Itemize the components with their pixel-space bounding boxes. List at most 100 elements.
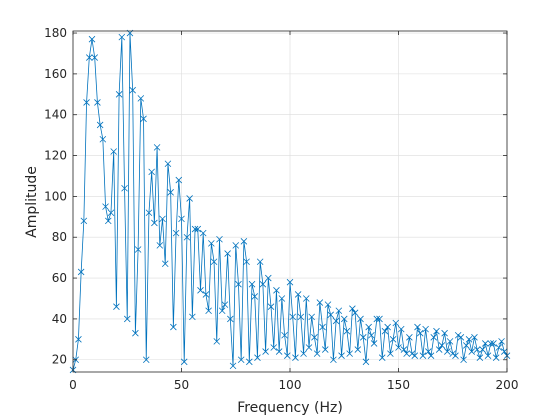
data-point-marker [381, 327, 389, 335]
data-point-marker [340, 315, 348, 323]
y-tick-label: 60 [52, 271, 67, 285]
data-point-marker [389, 336, 397, 343]
y-tick-label: 120 [44, 149, 67, 163]
data-point-marker [189, 313, 196, 321]
data-point-marker [400, 346, 408, 353]
data-point-marker [121, 184, 128, 192]
data-point-marker [137, 95, 145, 102]
data-point-marker [235, 280, 242, 288]
data-point-marker [362, 358, 370, 366]
data-point-marker [197, 287, 204, 294]
data-point-marker [449, 350, 457, 357]
data-point-marker [175, 176, 183, 184]
data-point-marker [430, 334, 438, 341]
data-point-marker [110, 148, 117, 155]
data-point-marker [354, 346, 362, 353]
data-point-marker [482, 340, 489, 347]
data-point-marker [490, 340, 497, 347]
data-point-marker [96, 121, 104, 129]
data-point-marker [227, 315, 234, 323]
data-point-marker [281, 331, 288, 339]
data-point-marker [156, 242, 164, 249]
data-point-marker [302, 295, 310, 302]
x-tick-label: 100 [279, 378, 302, 392]
data-point-marker [427, 352, 435, 359]
data-point-marker [365, 323, 372, 331]
data-point-marker [278, 295, 286, 302]
data-point-marker [262, 348, 269, 355]
data-point-marker [294, 291, 302, 298]
data-point-marker [454, 331, 462, 339]
y-tick-label: 40 [52, 312, 67, 326]
data-point-marker [378, 354, 386, 361]
data-point-marker [88, 35, 96, 43]
data-point-marker [376, 315, 383, 323]
data-point-marker [468, 348, 476, 355]
x-tick-label: 150 [387, 378, 410, 392]
data-point-marker [216, 235, 223, 243]
data-point-marker [332, 317, 340, 325]
ticks-group: 0 50 100 150 200 20 40 60 80 100 120 140 160 180 [44, 26, 518, 392]
data-point-marker [107, 209, 115, 217]
data-point-marker [132, 329, 139, 337]
data-point-marker [248, 280, 256, 288]
data-point-marker [433, 327, 440, 335]
data-point-marker [77, 268, 85, 276]
data-point-marker [351, 309, 359, 317]
data-point-marker [305, 344, 313, 351]
data-point-marker [368, 331, 375, 339]
y-tick-label: 180 [44, 26, 67, 40]
data-point-marker [94, 99, 101, 106]
data-point-marker [265, 274, 272, 282]
data-point-marker [327, 311, 334, 319]
data-point-marker [164, 160, 172, 168]
data-point-marker [395, 344, 402, 351]
data-point-marker [118, 33, 126, 41]
data-point-marker [335, 307, 343, 315]
data-point-marker [321, 346, 329, 353]
data-point-marker [403, 350, 410, 357]
data-point-marker [183, 233, 191, 241]
data-point-marker [319, 323, 326, 331]
data-point-marker [465, 336, 473, 343]
data-point-marker [186, 195, 193, 202]
data-point-marker [460, 356, 467, 364]
data-point-marker [275, 348, 283, 355]
data-point-marker [484, 352, 492, 359]
data-point-marker [338, 352, 345, 359]
data-point-marker [256, 258, 264, 266]
data-point-marker [316, 299, 324, 306]
data-point-marker [224, 250, 231, 257]
data-point-marker [199, 229, 207, 237]
data-point-marker [134, 246, 142, 253]
data-point-marker [115, 91, 123, 98]
data-point-marker [153, 144, 161, 151]
data-point-marker [492, 354, 500, 361]
data-point-marker [232, 242, 240, 249]
data-point-marker [170, 323, 177, 331]
data-point-marker [479, 346, 486, 353]
data-point-marker [308, 313, 315, 321]
data-point-marker [414, 323, 421, 331]
data-point-marker [237, 356, 245, 364]
data-point-marker [172, 229, 180, 237]
x-tick-label: 0 [69, 378, 77, 392]
data-point-marker [330, 356, 337, 364]
y-axis-label: Amplitude [24, 166, 40, 238]
x-tick-label: 50 [174, 378, 189, 392]
data-point-marker [243, 258, 250, 266]
y-tick-label: 80 [52, 230, 67, 244]
data-point-marker [213, 338, 221, 345]
data-point-marker [129, 86, 136, 94]
data-point-marker [406, 334, 413, 341]
data-point-marker [422, 325, 429, 333]
data-point-marker [202, 291, 210, 298]
data-point-marker [370, 340, 378, 347]
data-point-marker [487, 340, 495, 347]
data-point-marker [446, 338, 454, 345]
data-point-marker [408, 350, 416, 357]
data-point-marker [438, 342, 446, 349]
data-point-marker [167, 189, 174, 196]
data-point-marker [267, 303, 275, 310]
y-tick-label: 160 [44, 67, 67, 81]
